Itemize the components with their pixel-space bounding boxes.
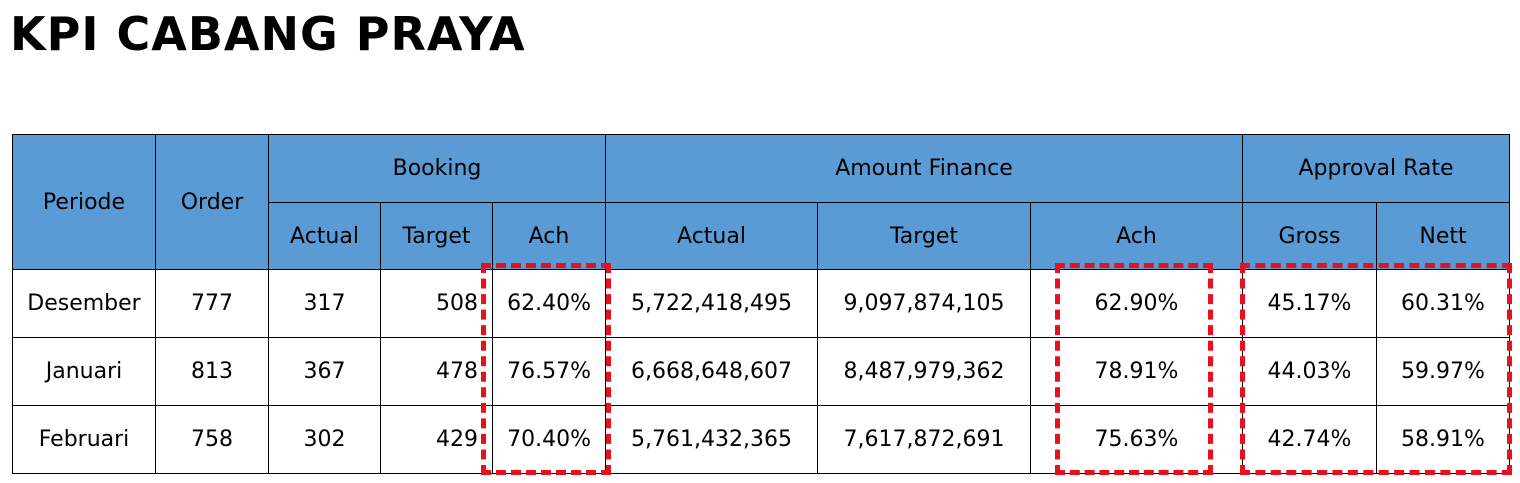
header-af-target: Target [817, 202, 1031, 270]
cell-booking-actual: 317 [268, 269, 381, 338]
cell-booking-target: 508 [380, 269, 493, 338]
cell-af-target: 9,097,874,105 [817, 269, 1031, 338]
cell-gross: 45.17% [1242, 269, 1377, 338]
cell-booking-target: 478 [380, 337, 493, 406]
cell-af-ach: 75.63% [1030, 405, 1243, 474]
cell-nett: 60.31% [1376, 269, 1510, 338]
page-title: KPI CABANG PRAYA [10, 7, 526, 61]
header-booking-target: Target [380, 202, 493, 270]
header-nett: Nett [1376, 202, 1510, 270]
header-af-actual: Actual [605, 202, 818, 270]
cell-periode: Februari [12, 405, 156, 474]
header-af-ach: Ach [1030, 202, 1243, 270]
cell-periode: Desember [12, 269, 156, 338]
header-amount-finance: Amount Finance [605, 134, 1243, 203]
cell-af-actual: 5,722,418,495 [605, 269, 818, 338]
table-row: Februari 758 302 429 70.40% 5,761,432,36… [12, 405, 1510, 474]
cell-booking-target: 429 [380, 405, 493, 474]
cell-booking-actual: 302 [268, 405, 381, 474]
header-booking-actual: Actual [268, 202, 381, 270]
cell-order: 813 [155, 337, 269, 406]
header-booking-ach: Ach [492, 202, 606, 270]
table-row: Desember 777 317 508 62.40% 5,722,418,49… [12, 269, 1510, 338]
header-periode: Periode [12, 134, 156, 270]
cell-af-target: 8,487,979,362 [817, 337, 1031, 406]
cell-af-target: 7,617,872,691 [817, 405, 1031, 474]
header-approval-rate: Approval Rate [1242, 134, 1510, 203]
cell-order: 758 [155, 405, 269, 474]
cell-periode: Januari [12, 337, 156, 406]
cell-booking-ach: 62.40% [492, 269, 606, 338]
header-order: Order [155, 134, 269, 270]
cell-af-actual: 6,668,648,607 [605, 337, 818, 406]
cell-gross: 42.74% [1242, 405, 1377, 474]
cell-booking-ach: 70.40% [492, 405, 606, 474]
cell-nett: 58.91% [1376, 405, 1510, 474]
cell-af-ach: 78.91% [1030, 337, 1243, 406]
cell-af-actual: 5,761,432,365 [605, 405, 818, 474]
kpi-table: Periode Order Booking Amount Finance App… [12, 134, 1510, 474]
cell-af-ach: 62.90% [1030, 269, 1243, 338]
table-row: Januari 813 367 478 76.57% 6,668,648,607… [12, 337, 1510, 406]
cell-booking-ach: 76.57% [492, 337, 606, 406]
cell-nett: 59.97% [1376, 337, 1510, 406]
cell-booking-actual: 367 [268, 337, 381, 406]
header-booking: Booking [268, 134, 606, 203]
header-gross: Gross [1242, 202, 1377, 270]
cell-order: 777 [155, 269, 269, 338]
cell-gross: 44.03% [1242, 337, 1377, 406]
